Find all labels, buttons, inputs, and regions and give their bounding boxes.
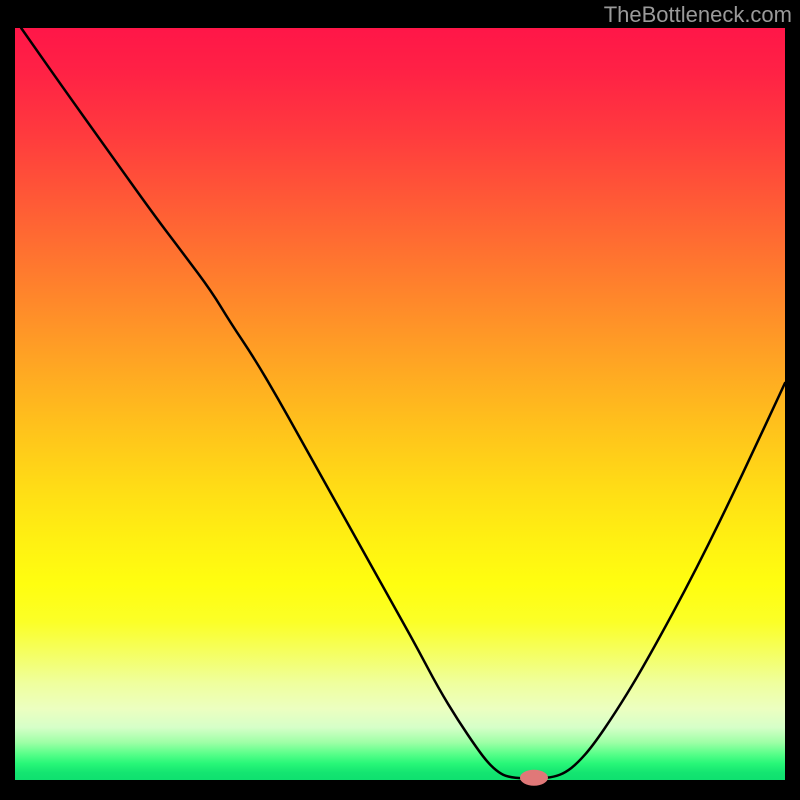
watermark-text: TheBottleneck.com bbox=[604, 2, 792, 28]
bottleneck-chart: TheBottleneck.com bbox=[0, 0, 800, 800]
optimal-marker bbox=[520, 770, 548, 786]
chart-svg bbox=[0, 0, 800, 800]
